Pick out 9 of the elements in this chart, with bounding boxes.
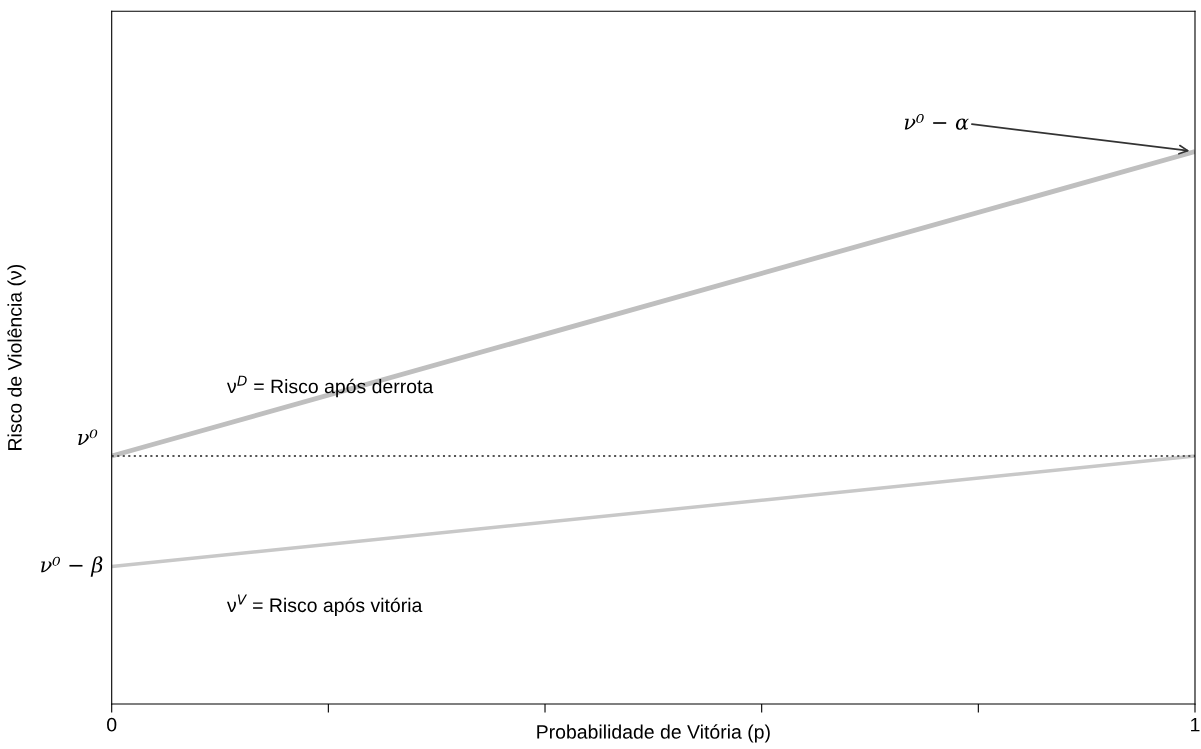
x-axis-title: Probabilidade de Vitória (p): [537, 724, 770, 743]
ref-line-label: ν⁰: [78, 429, 98, 445]
x-tick-label: 1: [1191, 717, 1200, 732]
series-label: ν$^{D}$ = Risco após derrota: [226, 375, 434, 398]
annotation: ν⁰ − β: [41, 556, 103, 577]
text: ν$^{V}$ = Risco após vitória: [226, 594, 423, 616]
annotation: ν⁰ − α: [904, 114, 969, 130]
y-axis-title: Risco de Violência (ν): [7, 265, 26, 450]
x-tick-label: 0: [107, 717, 117, 732]
